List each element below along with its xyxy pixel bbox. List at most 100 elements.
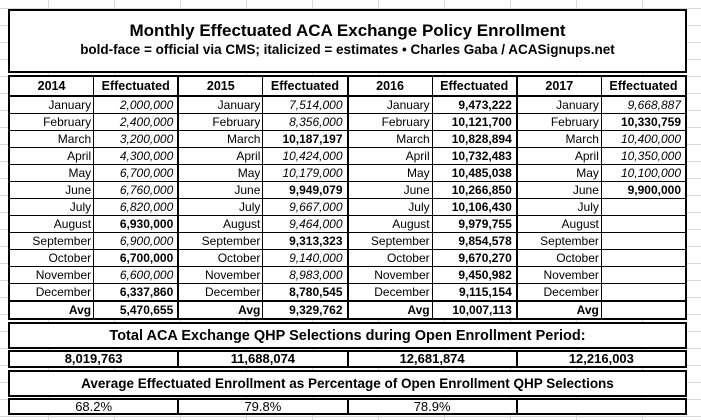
month-row-february: February 2,400,000 February 8,356,000 Februa… [8, 113, 687, 131]
year-header-2017: 2017 [516, 75, 602, 97]
value-cell-2014-november: 6,600,000 [93, 266, 180, 284]
month-label-2014: April [8, 147, 95, 165]
month-label-2017: June [516, 181, 602, 199]
month-row-december: December 6,337,860 December 8,780,545 Decemb… [8, 283, 687, 302]
page-subtitle: bold-face = official via CMS; italicized… [80, 42, 615, 57]
month-label-2014: January [8, 95, 95, 114]
value-cell-2017-august [600, 215, 687, 233]
month-label-2015: August [177, 215, 264, 233]
value-cell-2015-november: 8,983,000 [262, 266, 349, 284]
month-label-2014: March [8, 130, 95, 148]
value-cell-2017-june: 9,900,000 [600, 181, 687, 199]
month-label-2015: September [177, 232, 264, 250]
value-cell-2014-july: 6,820,000 [93, 198, 180, 216]
percent-cell-2016: 78.9% [349, 399, 518, 413]
value-cell-2016-july: 10,106,430 [431, 198, 518, 216]
month-label-2015: July [177, 198, 264, 216]
month-row-september: September 6,900,000 September 9,313,323 Sept… [8, 232, 687, 250]
value-cell-2017-may: 10,100,000 [600, 164, 687, 182]
month-label-2016: June [347, 181, 433, 199]
total-cell-2016: 12,681,874 [349, 352, 518, 366]
month-label-2016: December [347, 283, 433, 302]
value-cell-2016-january: 9,473,222 [431, 95, 518, 114]
value-cell-2014-august: 6,930,000 [93, 215, 180, 233]
month-label-2014: August [8, 215, 95, 233]
year-header-2014: 2014 [8, 75, 95, 97]
avg-label-2015: Avg [177, 300, 264, 320]
month-label-2017: August [516, 215, 602, 233]
month-label-2016: April [347, 147, 433, 165]
month-label-2016: May [347, 164, 433, 182]
percent-row: 68.2% 79.8% 78.9% [8, 398, 687, 415]
value-cell-2016-october: 9,670,270 [431, 249, 518, 267]
value-cell-2016-march: 10,828,894 [431, 130, 518, 148]
month-row-june: June 6,760,000 June 9,949,079 June 10,266,850… [8, 181, 687, 199]
value-cell-2015-july: 9,667,000 [262, 198, 349, 216]
enrollment-table: 2014 Effectuated 2015 Effectuated 2016 Effect… [8, 75, 687, 320]
month-label-2017: January [516, 95, 602, 114]
value-cell-2015-september: 9,313,323 [262, 232, 349, 250]
month-label-2015: June [177, 181, 264, 199]
month-label-2014: May [8, 164, 95, 182]
enrollment-board: Monthly Effectuated ACA Exchange Policy … [8, 9, 687, 415]
percent-heading-band: Average Effectuated Enrollment as Percen… [8, 370, 687, 397]
value-cell-2015-march: 10,187,197 [262, 130, 349, 148]
header-row: 2014 Effectuated 2015 Effectuated 2016 Effect… [8, 75, 687, 97]
value-cell-2016-may: 10,485,038 [431, 164, 518, 182]
month-label-2017: July [516, 198, 602, 216]
value-cell-2016-august: 9,979,755 [431, 215, 518, 233]
value-cell-2014-december: 6,337,860 [93, 283, 180, 302]
effectuated-header-2014: Effectuated [93, 75, 180, 97]
value-cell-2016-april: 10,732,483 [431, 147, 518, 165]
month-label-2017: February [516, 113, 602, 131]
effectuated-header-2015: Effectuated [262, 75, 349, 97]
value-cell-2016-february: 10,121,700 [431, 113, 518, 131]
month-label-2016: February [347, 113, 433, 131]
month-label-2017: April [516, 147, 602, 165]
month-label-2014: June [8, 181, 95, 199]
month-label-2017: May [516, 164, 602, 182]
value-cell-2014-april: 4,300,000 [93, 147, 180, 165]
month-label-2014: February [8, 113, 95, 131]
month-label-2016: August [347, 215, 433, 233]
value-cell-2015-october: 9,140,000 [262, 249, 349, 267]
value-cell-2016-december: 9,115,154 [431, 283, 518, 302]
month-label-2015: January [177, 95, 264, 114]
month-label-2015: February [177, 113, 264, 131]
avg-row: Avg 5,470,655 Avg 9,329,762 Avg 10,007,113 Avg [8, 300, 687, 320]
month-label-2015: March [177, 130, 264, 148]
month-row-october: October 6,700,000 October 9,140,000 October 9… [8, 249, 687, 267]
value-cell-2017-april: 10,350,000 [600, 147, 687, 165]
percent-heading: Average Effectuated Enrollment as Percen… [81, 376, 614, 391]
value-cell-2017-december [600, 283, 687, 302]
year-header-2016: 2016 [347, 75, 433, 97]
month-row-march: March 3,200,000 March 10,187,197 March 10,828… [8, 130, 687, 148]
total-cell-2014: 8,019,763 [10, 352, 180, 366]
month-label-2016: January [347, 95, 433, 114]
value-cell-2014-october: 6,700,000 [93, 249, 180, 267]
avg-value-2015: 9,329,762 [262, 300, 349, 320]
value-cell-2017-october [600, 249, 687, 267]
month-label-2015: November [177, 266, 264, 284]
month-label-2015: April [177, 147, 264, 165]
month-label-2016: October [347, 249, 433, 267]
month-label-2016: September [347, 232, 433, 250]
value-cell-2017-february: 10,330,759 [600, 113, 687, 131]
value-cell-2015-june: 9,949,079 [262, 181, 349, 199]
totals-row: 8,019,763 11,688,074 12,681,874 12,216,0… [8, 350, 687, 368]
month-row-august: August 6,930,000 August 9,464,000 August 9,97… [8, 215, 687, 233]
month-label-2014: October [8, 249, 95, 267]
month-row-november: November 6,600,000 November 8,983,000 Novemb… [8, 266, 687, 284]
month-label-2014: December [8, 283, 95, 302]
month-label-2016: March [347, 130, 433, 148]
value-cell-2015-december: 8,780,545 [262, 283, 349, 302]
month-label-2015: December [177, 283, 264, 302]
percent-cell-2014: 68.2% [10, 399, 180, 413]
month-label-2017: December [516, 283, 602, 302]
value-cell-2017-march: 10,400,000 [600, 130, 687, 148]
month-label-2017: November [516, 266, 602, 284]
month-label-2016: July [347, 198, 433, 216]
month-row-april: April 4,300,000 April 10,424,000 April 10,732… [8, 147, 687, 165]
avg-value-2016: 10,007,113 [431, 300, 518, 320]
